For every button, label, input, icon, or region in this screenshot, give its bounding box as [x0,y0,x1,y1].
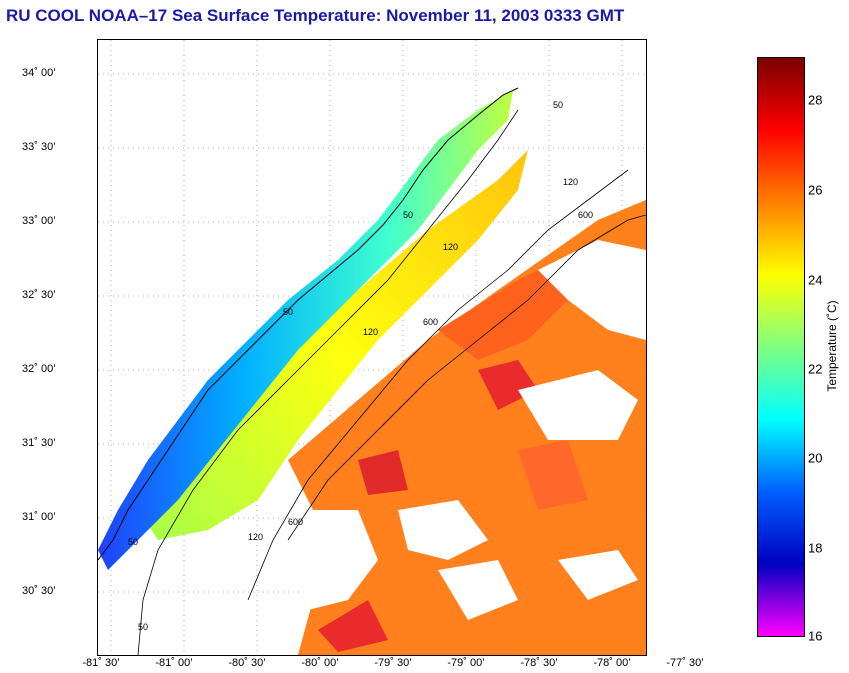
lon-label: -80˚ 30’ [228,657,266,669]
contour-label: 50 [283,307,293,317]
colorbar-tick: 16 [808,628,823,644]
lat-label: 33˚ 00’ [22,215,56,227]
cloud-gaps [293,240,646,620]
contour-label: 120 [563,177,578,187]
colorbar-tick: 20 [808,450,823,466]
warm-water [288,200,646,655]
colorbar-tick: 28 [808,92,823,108]
shelf-water [138,150,528,540]
lon-label: -81˚ 00’ [155,657,193,669]
contour-label: 120 [248,532,263,542]
lat-label: 34˚ 00’ [22,67,56,79]
colorbar-tick: 18 [808,540,823,556]
map-title: RU COOL NOAA–17 Sea Surface Temperature:… [6,6,625,25]
contour-label: 50 [128,537,138,547]
lat-label: 32˚ 00’ [22,363,56,375]
contour-label: 600 [288,517,303,527]
lat-label: 30˚ 30’ [22,585,56,597]
lat-label: 31˚ 30’ [22,437,56,449]
isobaths [137,109,646,655]
contour-label: 600 [423,317,438,327]
lon-label: -81˚ 30’ [82,657,120,669]
lat-label: 32˚ 30’ [22,289,56,301]
colorbar-label: Temperature (˚C) [825,300,839,392]
lon-label: -79˚ 00’ [447,657,485,669]
coastal-water [98,90,513,570]
lon-label: -77˚ 30’ [666,657,704,669]
colorbar-tick: 22 [808,361,823,377]
contour-label: 600 [578,210,593,220]
lat-label: 33˚ 30’ [22,141,56,153]
contour-label: 50 [403,210,413,220]
lon-label: -78˚ 00’ [593,657,631,669]
contour-label: 50 [553,100,563,110]
contour-label: 50 [138,622,148,632]
lon-label: -79˚ 30’ [374,657,412,669]
coastline [98,87,519,561]
contour-label: 120 [443,242,458,252]
lat-label: 31˚ 00’ [22,511,56,523]
lon-label: -78˚ 30’ [520,657,558,669]
sst-map: 50 50 50 50 50 120 120 120 120 600 600 6… [97,39,647,656]
temperature-colorbar [757,57,805,637]
colorbar-tick: 24 [808,272,823,288]
contour-labels: 50 50 50 50 50 120 120 120 120 600 600 6… [128,100,593,632]
colorbar-tick: 26 [808,182,823,198]
contour-label: 120 [363,327,378,337]
lon-label: -80˚ 00’ [301,657,339,669]
sst-map-graphic: 50 50 50 50 50 120 120 120 120 600 600 6… [98,40,646,655]
